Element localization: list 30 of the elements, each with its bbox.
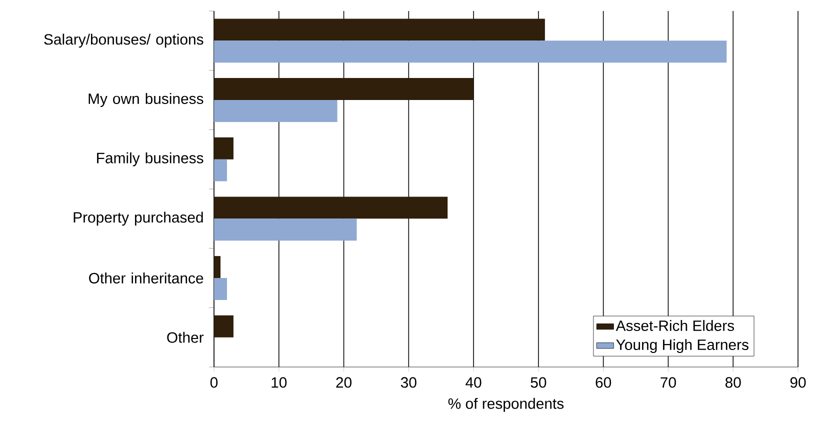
bar [214,100,338,122]
x-tick-label: 80 [725,377,741,388]
bar [214,137,234,160]
x-tick-label: 50 [530,377,546,388]
x-tick-label: 90 [790,377,806,388]
x-tick-label: 70 [660,377,676,388]
bar [214,196,448,219]
y-tick-label: Other inheritance [89,272,204,284]
y-tick-label: Property purchased [74,212,203,226]
bar [214,278,227,300]
x-tick-label: 10 [272,377,287,388]
x-tick-label: 0 [210,377,218,388]
y-tick-label: Salary/bonuses/ options [44,34,204,48]
bar [214,18,545,41]
x-axis-title: % of respondents [448,398,564,412]
x-tick-label: 20 [336,377,352,388]
x-tick-label: 60 [596,377,612,388]
bar [214,256,220,278]
x-tick-label: 40 [466,377,482,388]
legend-label: Young High Earners [616,339,748,353]
bar [214,218,357,241]
bar [214,159,227,182]
y-tick-label: Other [167,332,204,343]
bar [214,78,474,100]
x-tick-label: 30 [400,377,416,388]
y-tick-label: My own business [88,93,204,107]
y-tick-label: Family business [97,152,204,166]
bar [214,315,234,338]
legend-label: Asset-Rich Elders [616,320,734,331]
bar [214,40,727,63]
